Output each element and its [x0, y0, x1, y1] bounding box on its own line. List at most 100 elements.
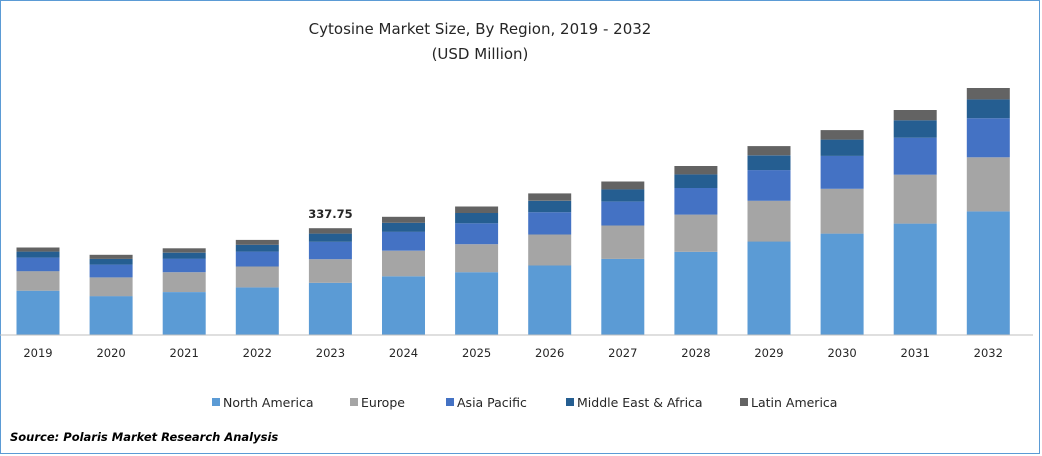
bar-north-america-2019 [16, 290, 60, 335]
bar-north-america-2029 [747, 241, 791, 335]
legend-label-north-america: North America [223, 395, 314, 410]
bar-middle-east-africa-2032 [966, 99, 1010, 119]
bar-europe-2021 [162, 272, 206, 292]
bar-latin-america-2029 [747, 146, 791, 156]
bar-north-america-2030 [820, 233, 864, 335]
bar-middle-east-africa-2031 [893, 120, 937, 138]
bar-north-america-2024 [382, 276, 425, 335]
legend: North America Europe Asia Pacific Middle Ea… [212, 395, 837, 410]
bar-middle-east-africa-2024 [382, 222, 425, 232]
legend-label-middle-east-africa: Middle East & Africa [577, 395, 703, 410]
x-tick-label-2022: 2022 [243, 346, 272, 360]
bars-group: 337.75 [16, 88, 1010, 335]
bar-europe-2026 [528, 234, 572, 266]
bar-asia-pacific-2029 [747, 170, 791, 201]
bar-north-america-2022 [235, 287, 279, 335]
legend-label-europe: Europe [361, 395, 405, 410]
bar-asia-pacific-2028 [674, 188, 718, 215]
bar-asia-pacific-2019 [16, 257, 60, 272]
bar-asia-pacific-2027 [601, 201, 645, 226]
bar-latin-america-2024 [382, 216, 425, 223]
bar-middle-east-africa-2027 [601, 189, 645, 202]
bar-north-america-2032 [966, 211, 1010, 335]
bar-latin-america-2028 [674, 166, 718, 175]
source-note: Source: Polaris Market Research Analysis [10, 430, 279, 444]
chart-subtitle: (USD Million) [432, 45, 529, 63]
bar-middle-east-africa-2021 [162, 252, 206, 259]
bar-latin-america-2022 [235, 239, 279, 245]
x-tick-label-2026: 2026 [535, 346, 564, 360]
bar-middle-east-africa-2019 [16, 251, 60, 258]
bar-middle-east-africa-2026 [528, 200, 572, 213]
x-tick-label-2019: 2019 [23, 346, 52, 360]
bar-latin-america-2031 [893, 110, 937, 121]
x-tick-label-2031: 2031 [901, 346, 930, 360]
bar-asia-pacific-2021 [162, 258, 206, 273]
bar-north-america-2026 [528, 265, 572, 335]
bar-middle-east-africa-2028 [674, 174, 718, 188]
x-tick-label-2023: 2023 [316, 346, 345, 360]
x-tick-label-2032: 2032 [974, 346, 1003, 360]
bar-latin-america-2026 [528, 193, 572, 201]
legend-swatch-middle-east-africa [566, 398, 574, 406]
bar-asia-pacific-2031 [893, 137, 937, 175]
bar-north-america-2031 [893, 223, 937, 335]
bar-north-america-2020 [89, 296, 133, 335]
bar-latin-america-2030 [820, 130, 864, 140]
bar-latin-america-2019 [16, 247, 60, 252]
bar-europe-2023 [308, 259, 352, 283]
bar-middle-east-africa-2023 [308, 233, 352, 242]
bar-europe-2029 [747, 200, 791, 242]
bar-europe-2027 [601, 225, 645, 259]
bar-latin-america-2020 [89, 254, 133, 259]
legend-swatch-latin-america [740, 398, 748, 406]
x-tick-label-2027: 2027 [608, 346, 637, 360]
legend-swatch-europe [350, 398, 358, 406]
x-tick-label-2025: 2025 [462, 346, 491, 360]
bar-latin-america-2025 [455, 206, 499, 213]
legend-swatch-north-america [212, 398, 220, 406]
bar-europe-2022 [235, 266, 279, 288]
bar-latin-america-2023 [308, 228, 352, 234]
bar-europe-2031 [893, 174, 937, 224]
legend-swatch-asia-pacific [446, 398, 454, 406]
x-tick-label-2029: 2029 [754, 346, 783, 360]
legend-label-asia-pacific: Asia Pacific [457, 395, 527, 410]
chart-title: Cytosine Market Size, By Region, 2019 - … [309, 20, 652, 38]
bar-north-america-2028 [674, 251, 718, 335]
bar-middle-east-africa-2030 [820, 139, 864, 156]
bar-latin-america-2032 [966, 88, 1010, 100]
bar-middle-east-africa-2025 [455, 213, 499, 224]
bar-asia-pacific-2025 [455, 223, 499, 245]
x-tick-label-2028: 2028 [681, 346, 710, 360]
x-tick-label-2024: 2024 [389, 346, 418, 360]
bar-asia-pacific-2022 [235, 251, 279, 267]
x-tick-label-2030: 2030 [827, 346, 856, 360]
x-tick-labels: 2019 2020 2021 2022 2023 2024 2025 2026 2027 2028… [23, 346, 1003, 360]
data-label-2023: 337.75 [308, 207, 352, 221]
bar-asia-pacific-2030 [820, 155, 864, 189]
bar-latin-america-2021 [162, 248, 206, 253]
bar-north-america-2025 [455, 272, 499, 335]
bar-asia-pacific-2024 [382, 231, 425, 251]
x-tick-label-2021: 2021 [170, 346, 199, 360]
bar-north-america-2021 [162, 292, 206, 335]
bar-europe-2020 [89, 277, 133, 297]
bar-asia-pacific-2023 [308, 241, 352, 260]
bar-asia-pacific-2026 [528, 212, 572, 235]
bar-middle-east-africa-2022 [235, 244, 279, 252]
bar-asia-pacific-2020 [89, 264, 133, 278]
bar-asia-pacific-2032 [966, 118, 1010, 158]
x-tick-label-2020: 2020 [96, 346, 125, 360]
bar-middle-east-africa-2020 [89, 258, 133, 265]
bar-europe-2019 [16, 271, 60, 291]
legend-label-latin-america: Latin America [751, 395, 837, 410]
bar-europe-2028 [674, 214, 718, 252]
bar-middle-east-africa-2029 [747, 155, 791, 171]
bar-latin-america-2027 [601, 181, 645, 190]
bar-north-america-2023 [308, 282, 352, 335]
bar-europe-2030 [820, 188, 864, 234]
bar-europe-2024 [382, 250, 425, 277]
